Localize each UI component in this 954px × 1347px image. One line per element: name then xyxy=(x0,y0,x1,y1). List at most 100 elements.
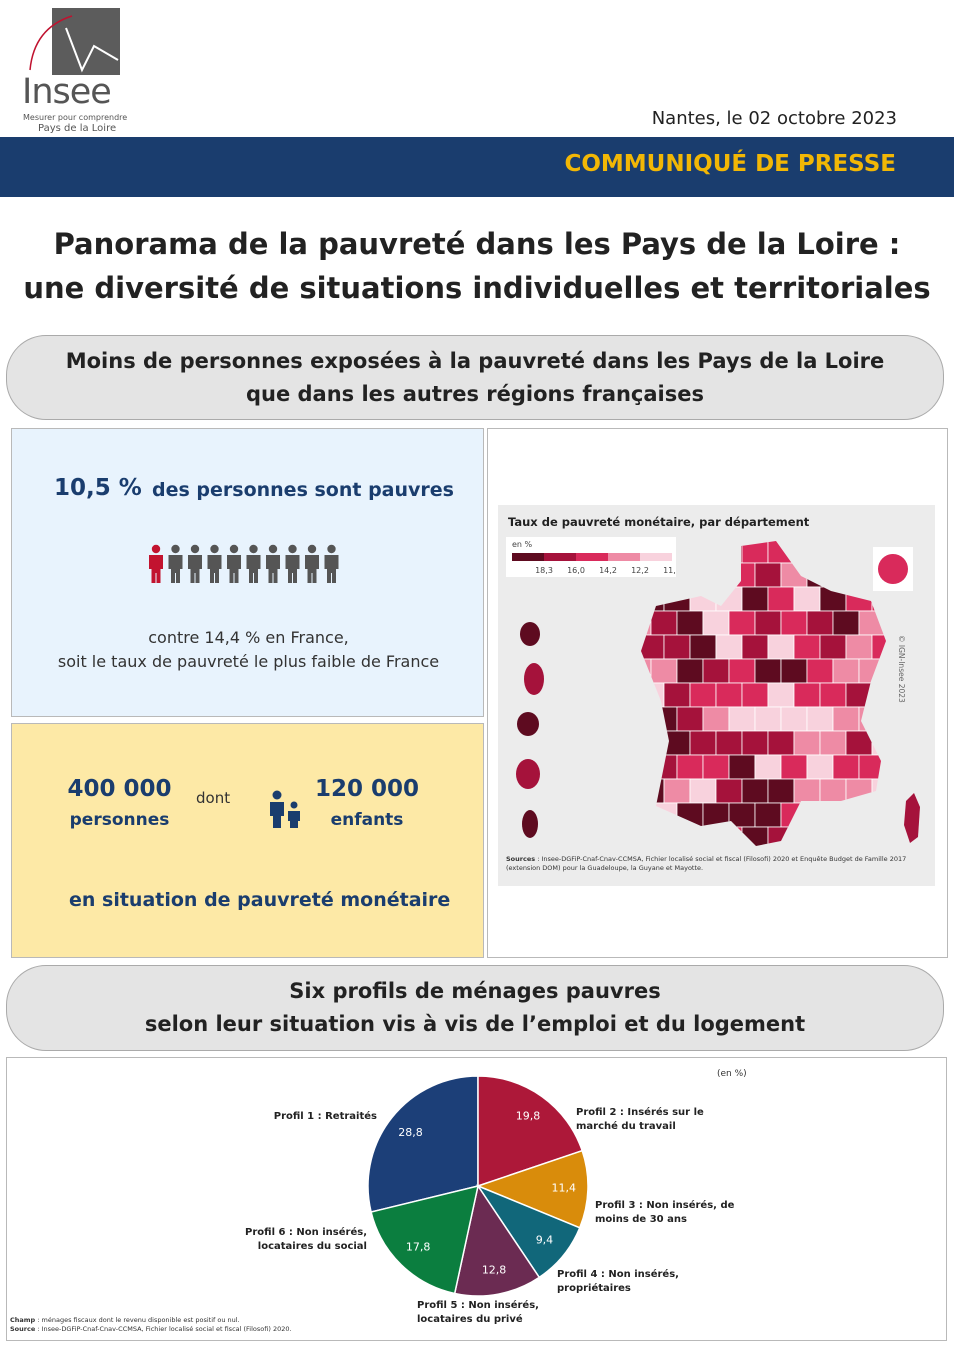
pie-slice xyxy=(370,1184,479,1295)
rate-comparison: contre 14,4 % en France, soit le taux de… xyxy=(12,626,485,674)
department xyxy=(845,682,873,708)
heading-line: selon leur situation vis à vis de l’empl… xyxy=(144,1012,806,1036)
department xyxy=(754,610,782,636)
person-head xyxy=(307,544,317,554)
department xyxy=(650,610,678,636)
department xyxy=(767,826,795,846)
map xyxy=(516,541,920,846)
pie-slice xyxy=(475,1149,589,1229)
logo-region: Pays de la Loire xyxy=(38,123,117,134)
department xyxy=(641,682,665,708)
department xyxy=(806,706,834,732)
department xyxy=(871,730,886,756)
pie-category-label: Profil 2 : Insérés sur le marché du trav… xyxy=(576,1107,704,1132)
department xyxy=(845,730,873,756)
title-line: Panorama de la pauvreté dans les Pays de… xyxy=(53,227,901,261)
department xyxy=(819,541,847,564)
department xyxy=(715,541,743,564)
department xyxy=(689,541,717,564)
department xyxy=(641,562,652,588)
department xyxy=(832,802,860,828)
rate-value: 10,5 % xyxy=(54,475,142,501)
legend-swatch xyxy=(608,553,640,561)
department xyxy=(663,541,691,564)
legend-label: 14,2 xyxy=(599,566,617,575)
pie-unit: (en %) xyxy=(717,1069,747,1079)
section-heading: Moins de personnes exposées à la pauvret… xyxy=(6,335,944,420)
department xyxy=(832,610,860,636)
pie-value-label: 11,4 xyxy=(552,1182,577,1195)
legend-swatch xyxy=(576,553,608,561)
overseas-territory xyxy=(517,712,539,736)
department xyxy=(663,682,691,708)
department xyxy=(715,634,743,660)
department xyxy=(650,754,678,780)
department xyxy=(715,682,743,708)
count-caption: en situation de pauvreté monétaire xyxy=(69,889,451,911)
pie-category-label: Profil 1 : Retraités xyxy=(273,1111,377,1122)
department xyxy=(832,562,860,588)
overseas-territory xyxy=(522,810,538,838)
department xyxy=(845,826,873,846)
heading-line: que dans les autres régions françaises xyxy=(245,382,704,406)
department xyxy=(702,562,730,588)
person-body xyxy=(305,555,319,583)
logo-tagline: Mesurer pour comprendre xyxy=(23,113,128,122)
department xyxy=(676,706,704,732)
banner: COMMUNIQUÉ DE PRESSE xyxy=(0,137,954,197)
department xyxy=(641,730,665,756)
department xyxy=(793,682,821,708)
department xyxy=(650,706,678,732)
department xyxy=(641,610,652,636)
department xyxy=(641,706,652,732)
legend-swatch xyxy=(544,553,576,561)
comparison-line: contre 14,4 % en France, xyxy=(148,628,349,647)
department xyxy=(858,658,886,684)
department xyxy=(741,826,769,846)
person-body xyxy=(246,555,261,583)
note-label: Champ xyxy=(10,1316,36,1324)
note-text: : ménages fiscaux dont le revenu disponi… xyxy=(35,1316,240,1324)
person-body xyxy=(188,555,202,583)
department xyxy=(663,586,691,612)
department xyxy=(767,541,795,564)
department xyxy=(832,754,860,780)
note: Source : Insee-DGFiP-Cnaf-Cnav-CCMSA, Fi… xyxy=(10,1325,292,1334)
department xyxy=(845,634,873,660)
department xyxy=(819,682,847,708)
department xyxy=(641,541,665,564)
department xyxy=(641,826,665,846)
department xyxy=(845,541,873,564)
map-box: Taux de pauvreté monétaire, par départem… xyxy=(487,428,948,958)
department xyxy=(780,754,808,780)
department xyxy=(728,658,756,684)
person-head xyxy=(190,544,200,554)
department xyxy=(793,826,821,846)
source-label: Sources xyxy=(506,855,536,863)
logo: Insee Mesurer pour comprendre Pays de la… xyxy=(22,8,132,136)
department xyxy=(780,658,808,684)
department xyxy=(689,634,717,660)
department xyxy=(741,730,769,756)
department xyxy=(728,610,756,636)
logo-name: Insee xyxy=(22,72,112,112)
department xyxy=(741,778,769,804)
rate-label: des personnes sont pauvres xyxy=(152,479,454,501)
department xyxy=(663,634,691,660)
department xyxy=(715,586,743,612)
note: Champ : ménages fiscaux dont le revenu d… xyxy=(10,1316,292,1325)
department xyxy=(728,802,756,828)
children-value: 120 000 xyxy=(314,776,420,802)
department xyxy=(641,634,665,660)
pie-category-label: Profil 5 : Non insérés, locataires du pr… xyxy=(417,1300,539,1325)
department xyxy=(741,586,769,612)
department xyxy=(806,610,834,636)
department xyxy=(641,778,665,804)
department xyxy=(650,802,678,828)
department xyxy=(754,562,782,588)
department xyxy=(715,778,743,804)
department xyxy=(806,802,834,828)
department xyxy=(858,754,886,780)
department xyxy=(806,754,834,780)
